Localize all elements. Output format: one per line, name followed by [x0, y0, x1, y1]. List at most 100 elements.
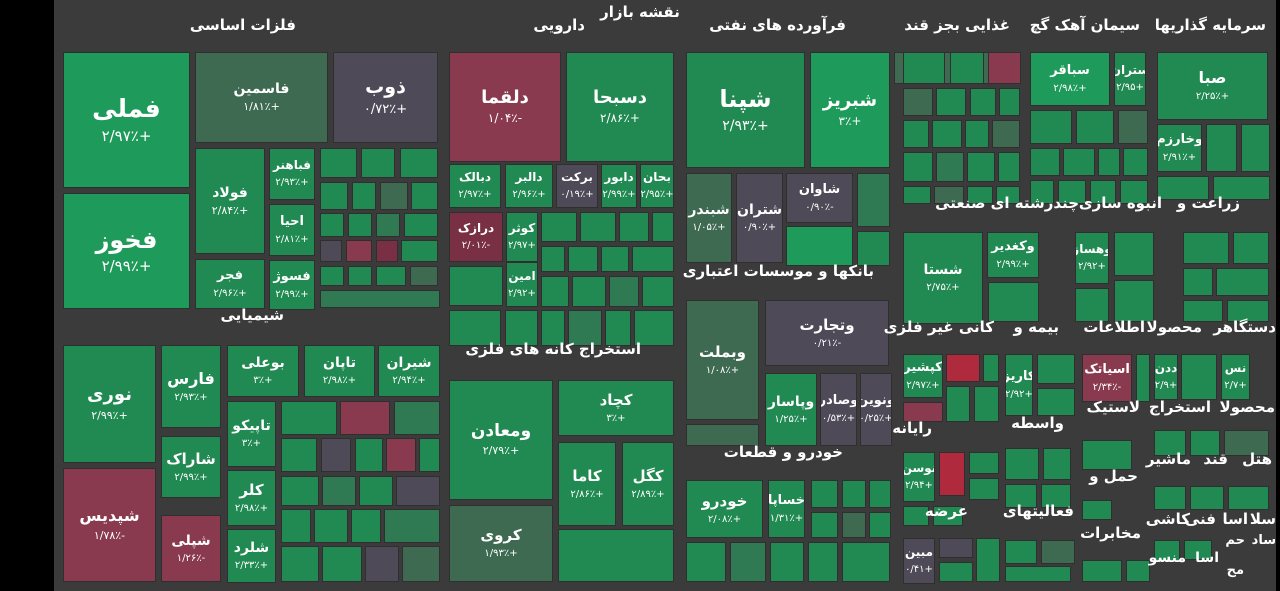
sector-label: اسا [1222, 510, 1248, 528]
treemap-cell [939, 562, 973, 582]
stock-tile: کوثر +۲/۹۷ [506, 212, 538, 262]
treemap-cell [1041, 484, 1071, 508]
sector-label: محصولا [1219, 398, 1275, 416]
treemap-cell [857, 231, 890, 266]
treemap-cell [983, 354, 999, 382]
stock-symbol: ومعادن [470, 420, 532, 441]
stock-symbol: شاراک [166, 449, 216, 468]
stock-tile: دابور +۲/۹۹٪ [601, 164, 637, 208]
treemap-cell [970, 88, 996, 116]
treemap-cell [632, 246, 674, 272]
stock-tile: کروی +۱/۹۳٪ [449, 505, 553, 582]
stock-symbol: کپشیر [903, 359, 943, 375]
stock-change: +۲/۹۳٪ [275, 177, 309, 189]
treemap-cell [1233, 232, 1269, 264]
sector-label: حمل و [1089, 467, 1138, 485]
stock-symbol: ذوب [365, 76, 406, 99]
stock-change: +۳٪ [838, 114, 862, 129]
treemap-cell [1030, 110, 1072, 144]
sector-label: فلزات اساسی [189, 16, 296, 34]
treemap-cell [352, 182, 376, 210]
stock-tile: ومعادن +۲/۷۹٪ [449, 380, 553, 500]
stock-tile: شستا +۲/۷۵٪ [903, 232, 983, 324]
stock-symbol: دابور [604, 170, 634, 185]
sector-label: اطلاعات [1083, 318, 1145, 336]
stock-change: +۱/۳۱٪ [769, 512, 804, 524]
treemap-cell [999, 88, 1020, 116]
stock-tile: کچاد +۳٪ [558, 380, 674, 436]
stock-tile: فولاد +۲/۸۴٪ [195, 148, 265, 254]
treemap-cell [1098, 148, 1120, 176]
stock-symbol: وتجارت [799, 315, 855, 334]
stock-tile: شبندر +۱/۰۵٪ [686, 173, 732, 263]
treemap-cell [386, 438, 416, 472]
treemap-cell [903, 402, 943, 422]
stock-tile: بوعلی +۳٪ [227, 345, 299, 397]
treemap-cell [770, 542, 804, 582]
stock-change: +۰/۹۰٪ [742, 222, 777, 234]
treemap-cell [320, 290, 440, 308]
treemap-cell [1183, 232, 1229, 264]
treemap-cell [998, 152, 1020, 182]
treemap-cell [1126, 560, 1150, 582]
stock-tile: فجر +۲/۹۶٪ [195, 259, 265, 309]
stock-change: +۲/۲۵٪ [1195, 91, 1230, 103]
stock-tile: وکغدیر +۲/۹۹٪ [987, 232, 1039, 278]
sector-label: رایانه [892, 419, 932, 437]
stock-tile: کپشیر +۲/۹۷٪ [903, 354, 943, 398]
stock-change: +۲/۷۹٪ [482, 444, 520, 458]
treemap-cell [946, 354, 980, 382]
stock-symbol: امین [508, 268, 536, 283]
sector-label: مخابرات [1080, 524, 1141, 542]
treemap-cell [934, 186, 964, 204]
treemap-cell [939, 538, 973, 558]
treemap-cell [609, 276, 639, 307]
treemap-cell [1037, 354, 1075, 384]
stock-change: -۱/۷۸٪ [93, 528, 126, 542]
treemap-cell [281, 509, 311, 543]
treemap-cell [281, 438, 317, 472]
stock-tile: دسبحا +۲/۸۶٪ [566, 52, 674, 162]
sector-label: منسو [1148, 550, 1186, 566]
stock-symbol: فملی [92, 94, 161, 123]
stock-tile: وبملت +۱/۰۸٪ [686, 300, 759, 420]
treemap-cell [1206, 124, 1237, 172]
treemap-cell [419, 438, 440, 472]
stock-change: +۲/۹۶٪ [512, 189, 546, 201]
treemap-cell [411, 182, 438, 210]
treemap-cell [322, 546, 362, 582]
stock-change: +۰/۱۹٪ [560, 189, 594, 201]
treemap-cell [903, 506, 929, 526]
stock-symbol: تاپیکو [232, 418, 271, 435]
treemap-cell [1216, 268, 1269, 296]
treemap-cell [580, 212, 616, 242]
sector-label: بانکها و موسسات اعتباری [682, 262, 874, 280]
stock-tile: کاریز +۲/۹۲ [1005, 354, 1033, 416]
treemap-cell [321, 438, 351, 472]
stock-symbol: شلرد [233, 540, 270, 557]
stock-symbol: برکت [561, 170, 593, 185]
stock-symbol: وکغدیر [991, 238, 1035, 254]
stock-symbol: احیا [279, 213, 304, 229]
stock-symbol: دالبر [515, 170, 543, 185]
treemap-cell [348, 266, 372, 286]
treemap-cell [541, 246, 565, 272]
sector-label: اسا [1195, 550, 1219, 566]
stock-change: +۲/۹۷٪ [101, 126, 152, 145]
stock-change: +۲/۹۷ [508, 240, 536, 252]
treemap-cell [359, 476, 393, 506]
stock-symbol: تاپان [323, 355, 356, 372]
stock-symbol: کچاد [599, 390, 633, 409]
stock-symbol: بحان [643, 170, 671, 185]
stock-tile: وتجارت -۰/۲۱٪ [765, 300, 889, 366]
treemap-cell [950, 52, 984, 84]
stock-change: -۰/۹۰٪ [805, 201, 834, 213]
stock-tile: نس +۲/۷ [1221, 354, 1250, 400]
stock-tile: ستران +۲/۹۵ [1114, 52, 1146, 106]
stock-symbol: وپاسار [767, 393, 815, 410]
treemap-cell [946, 386, 970, 422]
treemap-cell [988, 282, 1039, 322]
stock-change: +۱/۰۸٪ [705, 364, 740, 376]
stock-tile: شبریز +۳٪ [810, 52, 890, 168]
stock-symbol: صبا [1198, 68, 1227, 88]
